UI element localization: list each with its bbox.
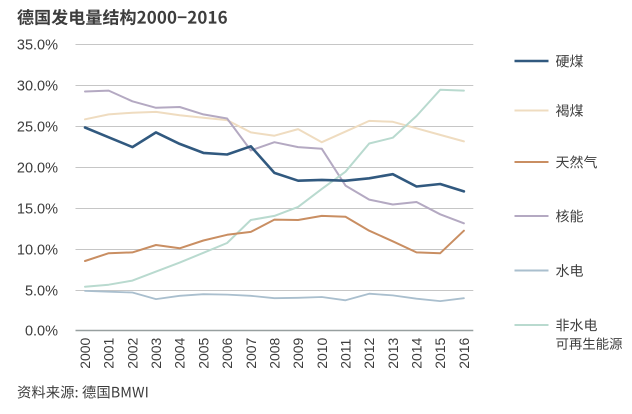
- svg-text:2000: 2000: [77, 337, 93, 368]
- svg-text:2011: 2011: [338, 338, 354, 368]
- svg-text:2008: 2008: [266, 337, 282, 368]
- svg-text:35.0%: 35.0%: [17, 38, 58, 54]
- svg-text:20.0%: 20.0%: [17, 161, 58, 177]
- svg-text:25.0%: 25.0%: [17, 120, 58, 136]
- svg-text:2004: 2004: [172, 337, 188, 368]
- svg-text:10.0%: 10.0%: [17, 243, 58, 259]
- svg-text:2010: 2010: [314, 337, 330, 368]
- svg-text:2001: 2001: [101, 337, 117, 368]
- svg-text:2003: 2003: [148, 337, 164, 368]
- svg-text:2006: 2006: [219, 337, 235, 368]
- svg-text:2002: 2002: [124, 337, 140, 368]
- svg-text:2013: 2013: [385, 337, 401, 368]
- svg-text:2005: 2005: [195, 337, 211, 368]
- svg-text:2009: 2009: [290, 337, 306, 368]
- svg-text:15.0%: 15.0%: [17, 202, 58, 218]
- svg-text:0.0%: 0.0%: [25, 324, 58, 340]
- svg-text:2016: 2016: [456, 337, 472, 368]
- svg-text:2015: 2015: [432, 337, 448, 368]
- svg-text:2012: 2012: [361, 337, 377, 368]
- svg-text:5.0%: 5.0%: [25, 284, 58, 300]
- svg-text:2014: 2014: [409, 337, 425, 368]
- svg-text:30.0%: 30.0%: [17, 79, 58, 95]
- svg-text:2007: 2007: [243, 337, 259, 368]
